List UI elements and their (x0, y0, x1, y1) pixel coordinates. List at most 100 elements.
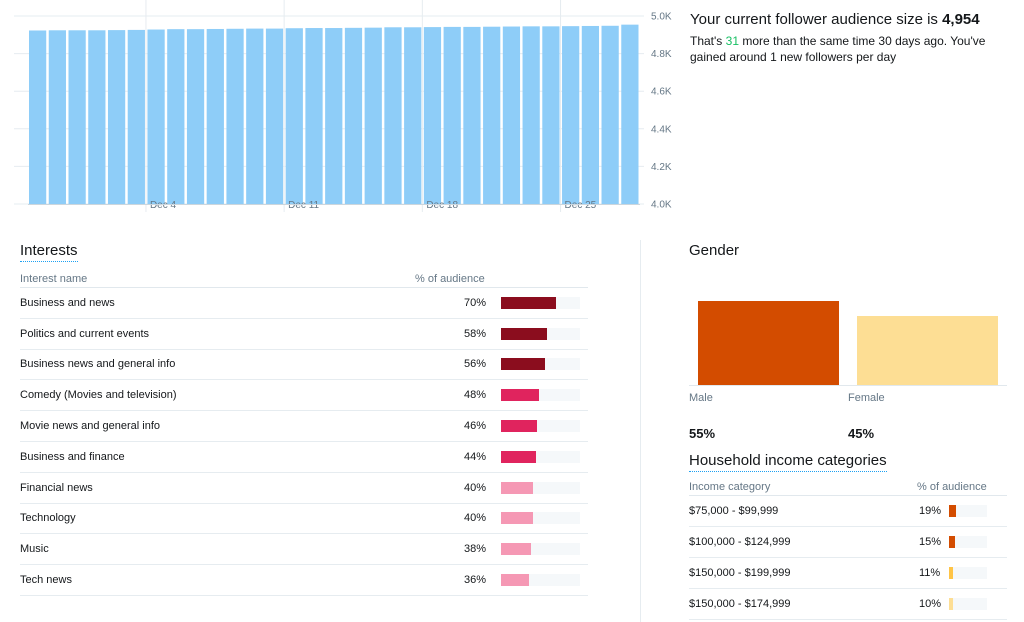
table-row: Business and news 70% (20, 288, 588, 319)
follower-bar (48, 30, 66, 205)
interests-percent: 58% (463, 327, 486, 340)
growth-value: 31 (725, 34, 739, 48)
gender-title: Gender (689, 242, 740, 259)
follower-bar (206, 28, 224, 204)
interests-bar-fill (501, 296, 557, 309)
follower-growth-chart: 5.0K 4.8K 4.6K 4.4K 4.2K 4.0K Dec 4 Dec 11 Dec 1… (0, 0, 690, 222)
income-percent: 10% (919, 598, 942, 610)
income-bar-fill (949, 598, 953, 610)
interests-name: Business news and general info (20, 358, 176, 371)
gender-value-female: 45% (848, 426, 875, 441)
follower-bar (601, 25, 619, 204)
follower-bar (226, 28, 244, 205)
interests-bar-fill (501, 481, 533, 494)
column-divider (640, 240, 641, 622)
income-table-header: Income category % of audience (689, 478, 1007, 496)
follower-bar (88, 30, 106, 205)
interests-percent: 40% (463, 481, 486, 494)
income-table-body: $75,000 - $99,999 19% $100,000 - $124,999 1… (689, 496, 1007, 620)
interests-bar-track (501, 358, 580, 371)
income-percent: 19% (919, 505, 942, 517)
interests-title[interactable]: Interests (20, 242, 78, 262)
interests-name: Music (20, 543, 49, 556)
interests-percent: 48% (463, 389, 486, 402)
income-percent: 15% (919, 536, 942, 548)
interests-bar-track (501, 327, 580, 340)
gender-labels: Male Female (689, 392, 1007, 404)
table-row: Technology 40% (20, 504, 588, 535)
income-bar-fill (949, 505, 957, 517)
follower-bar (384, 27, 402, 205)
interests-bar-fill (501, 512, 533, 525)
x-tick-label: Dec 4 (150, 200, 177, 211)
table-row: Politics and current events 58% (20, 319, 588, 350)
interests-name: Politics and current events (20, 327, 150, 340)
interests-percent: 70% (463, 296, 486, 309)
income-name: $150,000 - $199,999 (689, 567, 791, 579)
interests-table-body: Business and news 70% Politics and current… (20, 288, 588, 596)
y-tick-label: 4.6K (651, 87, 672, 98)
table-row: Music 38% (20, 534, 588, 566)
growth-suffix: more than the same time 30 days ago. You… (690, 34, 986, 64)
income-bar-fill (949, 536, 955, 548)
interests-bar-fill (501, 358, 546, 371)
follower-bar (562, 26, 580, 204)
interests-bar-track (501, 296, 580, 309)
x-tick-label: Dec 25 (565, 200, 597, 211)
follower-bar (68, 30, 86, 205)
interests-percent: 40% (463, 512, 486, 525)
interests-percent: 46% (463, 420, 486, 433)
gender-label-female: Female (848, 392, 885, 404)
gender-bar-male (698, 301, 839, 385)
interests-name: Financial news (20, 481, 93, 494)
income-bar-track (949, 598, 987, 610)
audience-summary: Your current follower audience size is 4… (690, 10, 1020, 65)
follower-bar (285, 28, 303, 204)
table-row: Business and finance 44% (20, 442, 588, 473)
follower-bar (305, 28, 323, 205)
interests-section: Interests Interest name % of audience Bu… (20, 242, 588, 596)
table-row: Business news and general info 56% (20, 350, 588, 381)
interests-percent: 56% (463, 358, 486, 371)
gender-values: 55% 45% (689, 426, 1007, 441)
interests-name: Technology (20, 512, 76, 525)
follower-bar (344, 27, 363, 205)
gender-bar-female (857, 316, 998, 385)
income-name: $75,000 - $99,999 (689, 505, 779, 517)
gender-section: Gender Male Female 55% 45% (689, 242, 1007, 441)
interests-bar-fill (501, 420, 538, 433)
interests-percent: 44% (463, 450, 486, 463)
interests-bar-track (501, 574, 580, 587)
interests-table-header: Interest name % of audience (20, 270, 588, 288)
follower-bar (404, 27, 422, 205)
table-row: $150,000 - $199,999 11% (689, 558, 1007, 589)
y-tick-label: 4.2K (651, 162, 672, 173)
follower-bar (265, 28, 284, 204)
growth-prefix: That's (690, 34, 726, 48)
income-name: $100,000 - $124,999 (689, 536, 791, 548)
income-title[interactable]: Household income categories (689, 452, 887, 472)
table-row: $100,000 - $124,999 15% (689, 527, 1007, 558)
headline-prefix: Your current follower audience size is (690, 11, 943, 28)
income-percent: 11% (919, 567, 941, 579)
gender-label-male: Male (689, 392, 713, 404)
table-row: Movie news and general info 46% (20, 411, 588, 442)
income-section: Household income categories Income categ… (689, 452, 1007, 620)
x-tick-label: Dec 18 (426, 200, 458, 211)
interests-name: Business and finance (20, 450, 125, 463)
interest-pct-header: % of audience (415, 273, 485, 285)
income-pct-header: % of audience (917, 481, 987, 493)
interests-bar-track (501, 420, 580, 433)
audience-size-headline: Your current follower audience size is 4… (690, 10, 1020, 30)
follower-bar (502, 26, 521, 204)
follower-bar (29, 30, 47, 205)
follower-bar-chart: 5.0K 4.8K 4.6K 4.4K 4.2K 4.0K Dec 4 Dec 11 Dec 1… (14, 0, 672, 212)
interests-bar-track (501, 389, 580, 402)
follower-bar (483, 26, 501, 204)
income-bar-track (949, 536, 987, 548)
interests-bar-track (501, 543, 580, 556)
follower-bar (364, 27, 382, 204)
follower-bar (463, 26, 481, 205)
table-row: $75,000 - $99,999 19% (689, 496, 1007, 527)
follower-bar (246, 28, 264, 204)
